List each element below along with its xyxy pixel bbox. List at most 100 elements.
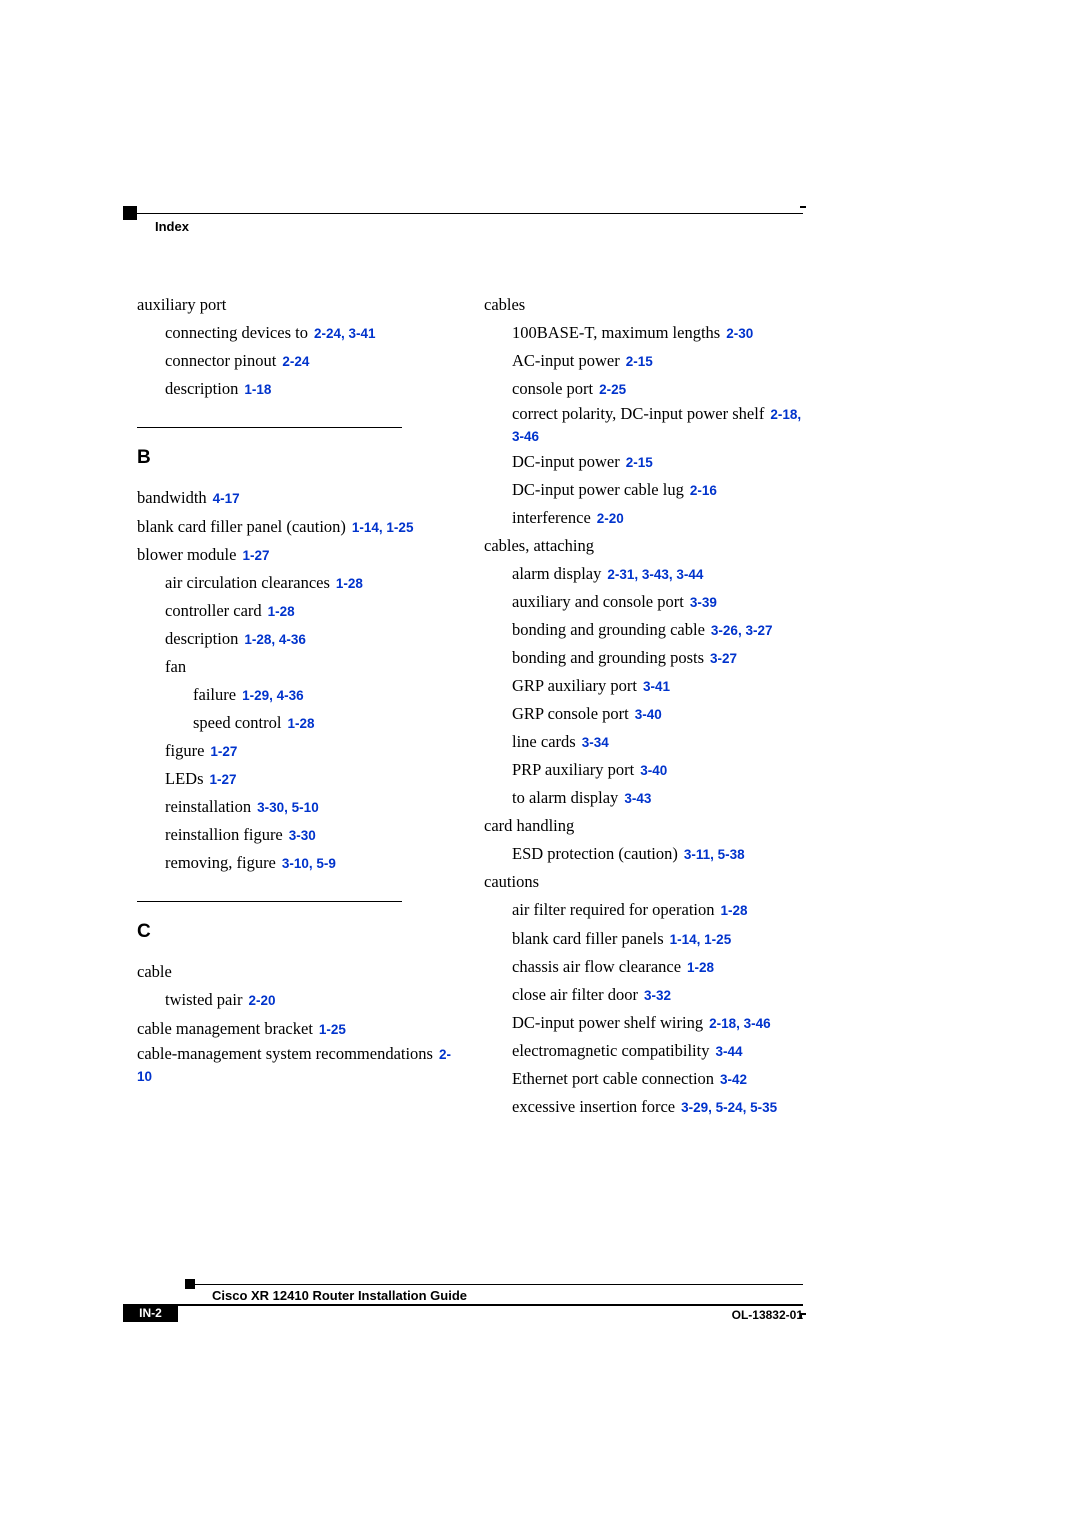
page-ref-link[interactable]: 3-26, 3-27: [705, 623, 773, 638]
index-entry: DC-input power shelf wiring2-18, 3-46: [484, 1009, 803, 1037]
page-ref-link[interactable]: 3-39: [684, 595, 717, 610]
index-entry: DC-input power2-15: [484, 448, 803, 476]
page-ref-link[interactable]: 1-27: [204, 772, 237, 787]
page-ref-link[interactable]: 2-31, 3-43, 3-44: [601, 567, 703, 582]
page-ref-link[interactable]: 1-14, 1-25: [346, 520, 414, 535]
page-ref-link[interactable]: 3-27: [704, 651, 737, 666]
page-ref-link[interactable]: 2-15: [620, 455, 653, 470]
entry-text: electromagnetic compatibility: [512, 1041, 709, 1060]
page-ref-link[interactable]: 2-15: [620, 354, 653, 369]
page-ref-link[interactable]: 4-17: [207, 491, 240, 506]
doc-number: OL-13832-01: [732, 1308, 803, 1322]
entry-text: description: [165, 379, 238, 398]
entry-text: card handling: [484, 816, 574, 835]
page-ref-link[interactable]: 1-18: [238, 382, 271, 397]
entry-text: fan: [165, 657, 186, 676]
entry-text: bonding and grounding posts: [512, 648, 704, 667]
crop-mark: [800, 206, 806, 208]
index-entry: connecting devices to2-24, 3-41: [137, 319, 456, 347]
index-entry: bonding and grounding posts3-27: [484, 644, 803, 672]
entry-text: bandwidth: [137, 488, 207, 507]
entry-text: PRP auxiliary port: [512, 760, 634, 779]
page-ref-link[interactable]: 3-29, 5-24, 5-35: [675, 1100, 777, 1115]
index-columns: auxiliary port connecting devices to2-24,…: [137, 291, 803, 1121]
entry-text: cable-management system recommendations: [137, 1044, 433, 1063]
page-ref-link[interactable]: 1-28, 4-36: [238, 632, 306, 647]
index-entry: blower module1-27: [137, 541, 456, 569]
page-ref-link[interactable]: 1-28: [715, 903, 748, 918]
page-ref-link[interactable]: 2-20: [242, 993, 275, 1008]
index-entry: bonding and grounding cable3-26, 3-27: [484, 616, 803, 644]
index-entry: AC-input power2-15: [484, 347, 803, 375]
entry-text: reinstallation: [165, 797, 251, 816]
index-entry: air circulation clearances1-28: [137, 569, 456, 597]
page-ref-link[interactable]: 3-44: [709, 1044, 742, 1059]
page-ref-link[interactable]: 3-43: [618, 791, 651, 806]
entry-text: DC-input power shelf wiring: [512, 1013, 703, 1032]
index-entry: auxiliary port: [137, 291, 456, 319]
index-entry: LEDs1-27: [137, 765, 456, 793]
index-entry: DC-input power cable lug2-16: [484, 476, 803, 504]
index-entry: correct polarity, DC-input power shelf2-…: [484, 403, 803, 448]
page-ref-link[interactable]: 1-29, 4-36: [236, 688, 304, 703]
entry-text: speed control: [193, 713, 281, 732]
index-entry: line cards3-34: [484, 728, 803, 756]
page-ref-link[interactable]: 2-30: [720, 326, 753, 341]
entry-text: auxiliary port: [137, 295, 226, 314]
page-ref-link[interactable]: 2-16: [684, 483, 717, 498]
index-entry: console port2-25: [484, 375, 803, 403]
page-ref-link[interactable]: 3-41: [637, 679, 670, 694]
page-ref-link[interactable]: 1-28: [330, 576, 363, 591]
entry-text: connecting devices to: [165, 323, 308, 342]
index-entry: air filter required for operation1-28: [484, 896, 803, 924]
section-letter: C: [137, 901, 402, 948]
page-ref-link[interactable]: 1-28: [281, 716, 314, 731]
footer-stripe: [178, 1304, 803, 1306]
index-entry: alarm display2-31, 3-43, 3-44: [484, 560, 803, 588]
page-ref-link[interactable]: 3-30, 5-10: [251, 800, 319, 815]
page-ref-link[interactable]: 1-27: [236, 548, 269, 563]
entry-text: line cards: [512, 732, 576, 751]
entry-text: bonding and grounding cable: [512, 620, 705, 639]
page-ref-link[interactable]: 3-32: [638, 988, 671, 1003]
entry-text: blank card filler panel (caution): [137, 517, 346, 536]
footer-marker: [185, 1279, 195, 1289]
page-ref-link[interactable]: 1-25: [313, 1022, 346, 1037]
page-ref-link[interactable]: 2-24, 3-41: [308, 326, 376, 341]
page-ref-link[interactable]: 2-20: [591, 511, 624, 526]
footer: Cisco XR 12410 Router Installation Guide…: [123, 1284, 803, 1320]
page-ref-link[interactable]: 3-40: [634, 763, 667, 778]
index-entry: chassis air flow clearance1-28: [484, 953, 803, 981]
entry-text: cable management bracket: [137, 1019, 313, 1038]
index-entry: to alarm display3-43: [484, 784, 803, 812]
page-ref-link[interactable]: 3-30: [283, 828, 316, 843]
page-ref-link[interactable]: 2-18, 3-46: [703, 1016, 771, 1031]
index-entry: GRP auxiliary port3-41: [484, 672, 803, 700]
index-entry: cable: [137, 958, 456, 986]
page-ref-link[interactable]: 3-11, 5-38: [678, 847, 745, 862]
index-entry: reinstallation3-30, 5-10: [137, 793, 456, 821]
index-entry: description1-28, 4-36: [137, 625, 456, 653]
index-entry: cable-management system recommendations2…: [137, 1043, 456, 1088]
page-ref-link[interactable]: 3-40: [629, 707, 662, 722]
entry-text: connector pinout: [165, 351, 276, 370]
page-ref-link[interactable]: 3-42: [714, 1072, 747, 1087]
header-marker: [123, 206, 137, 220]
index-entry: failure1-29, 4-36: [137, 681, 456, 709]
page-ref-link[interactable]: 1-28: [262, 604, 295, 619]
page-ref-link[interactable]: 2-24: [276, 354, 309, 369]
index-entry: blank card filler panel (caution)1-14, 1…: [137, 513, 456, 541]
page-ref-link[interactable]: 1-28: [681, 960, 714, 975]
page-ref-link[interactable]: 1-14, 1-25: [664, 932, 732, 947]
page-ref-link[interactable]: 3-34: [576, 735, 609, 750]
index-entry: controller card1-28: [137, 597, 456, 625]
index-entry: GRP console port3-40: [484, 700, 803, 728]
page-number: IN-2: [123, 1304, 178, 1322]
page-ref-link[interactable]: 2-25: [593, 382, 626, 397]
entry-text: blank card filler panels: [512, 929, 664, 948]
page-ref-link[interactable]: 3-10, 5-9: [276, 856, 336, 871]
page-ref-link[interactable]: 1-27: [204, 744, 237, 759]
entry-text: blower module: [137, 545, 236, 564]
entry-text: Ethernet port cable connection: [512, 1069, 714, 1088]
index-entry: PRP auxiliary port3-40: [484, 756, 803, 784]
